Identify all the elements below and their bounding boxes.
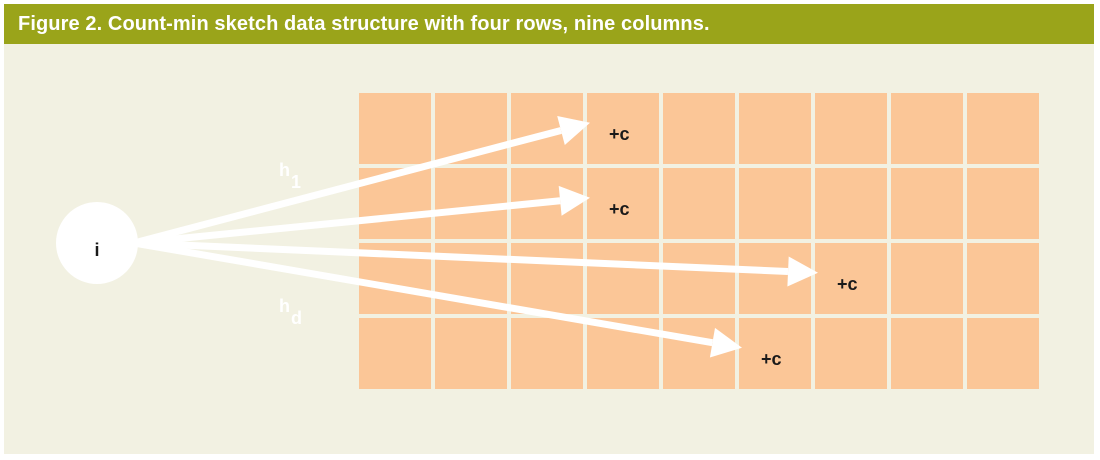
hash-arrow-head-1 bbox=[557, 116, 590, 145]
sketch-cell-r3-c9 bbox=[967, 243, 1039, 314]
sketch-cell-r2-c7 bbox=[815, 168, 887, 239]
input-node-label: i bbox=[94, 240, 99, 260]
sketch-cell-r3-c3 bbox=[511, 243, 583, 314]
increment-labels: +c +c +c +c bbox=[609, 124, 858, 369]
hash-arrow-head-3 bbox=[787, 256, 818, 287]
sketch-cell-r3-c8 bbox=[891, 243, 963, 314]
hash-label-first-subscript: 1 bbox=[291, 172, 301, 192]
sketch-cell-r3-c7 bbox=[815, 243, 887, 314]
sketch-cell-r3-c5 bbox=[663, 243, 735, 314]
sketch-cell-r2-c5 bbox=[663, 168, 735, 239]
hash-arrow-head-4 bbox=[709, 327, 742, 358]
hash-arrows bbox=[133, 116, 818, 358]
increment-label-2: +c bbox=[609, 199, 630, 219]
sketch-cell-r1-c9 bbox=[967, 93, 1039, 164]
input-node bbox=[56, 202, 138, 284]
hash-label-first-base: h bbox=[279, 160, 290, 180]
sketch-cell-r1-c7 bbox=[815, 93, 887, 164]
sketch-cell-r1-c6 bbox=[739, 93, 811, 164]
sketch-cell-r3-c4 bbox=[587, 243, 659, 314]
sketch-cell-r4-c1 bbox=[359, 318, 431, 389]
hash-arrow-head-2 bbox=[558, 185, 590, 216]
sketch-cell-r2-c8 bbox=[891, 168, 963, 239]
figure-panel: Figure 2. Count-min sketch data structur… bbox=[4, 4, 1094, 454]
sketch-cell-r2-c4 bbox=[587, 168, 659, 239]
hash-label-first: h 1 bbox=[279, 160, 301, 192]
figure-caption: Figure 2. Count-min sketch data structur… bbox=[4, 4, 1094, 44]
sketch-cell-r4-c9 bbox=[967, 318, 1039, 389]
sketch-cell-r1-c4 bbox=[587, 93, 659, 164]
hash-label-last-base: h bbox=[279, 296, 290, 316]
sketch-cell-r2-c6 bbox=[739, 168, 811, 239]
increment-label-4: +c bbox=[761, 349, 782, 369]
sketch-grid bbox=[359, 93, 1039, 389]
hash-arrow-2 bbox=[133, 197, 561, 247]
hash-label-last: h d bbox=[279, 296, 302, 328]
sketch-cell-r4-c8 bbox=[891, 318, 963, 389]
count-min-sketch-diagram: i h 1 h d +c +c +c +c bbox=[56, 93, 1039, 389]
sketch-cell-r4-c6 bbox=[739, 318, 811, 389]
sketch-cell-r4-c5 bbox=[663, 318, 735, 389]
hash-label-last-subscript: d bbox=[291, 308, 302, 328]
sketch-cell-r4-c7 bbox=[815, 318, 887, 389]
sketch-cell-r1-c8 bbox=[891, 93, 963, 164]
hash-arrow-4 bbox=[133, 239, 714, 347]
hash-arrow-3 bbox=[133, 239, 789, 276]
increment-label-1: +c bbox=[609, 124, 630, 144]
increment-label-3: +c bbox=[837, 274, 858, 294]
sketch-cell-r1-c5 bbox=[663, 93, 735, 164]
sketch-cell-r4-c3 bbox=[511, 318, 583, 389]
sketch-cell-r2-c9 bbox=[967, 168, 1039, 239]
sketch-cell-r2-c2 bbox=[435, 168, 507, 239]
hash-arrow-1 bbox=[133, 127, 562, 247]
sketch-cell-r4-c2 bbox=[435, 318, 507, 389]
sketch-cell-r1-c1 bbox=[359, 93, 431, 164]
